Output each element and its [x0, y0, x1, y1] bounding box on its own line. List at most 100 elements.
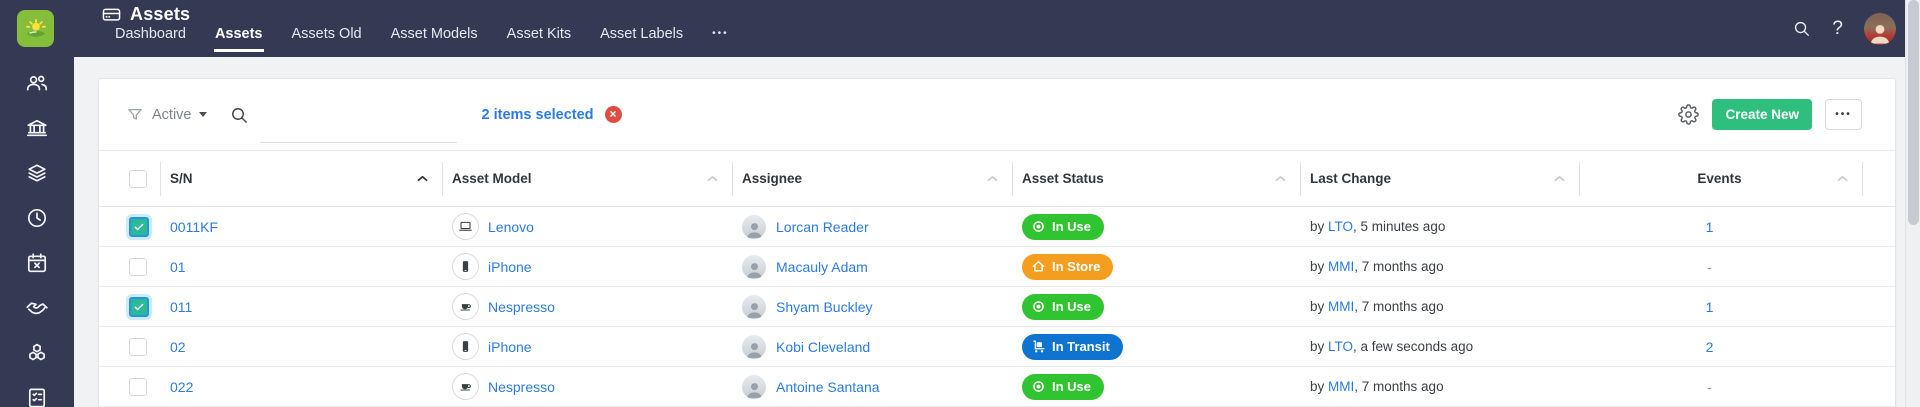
row-select-cell [99, 296, 161, 317]
scrollbar [1905, 0, 1920, 407]
select-all-checkbox[interactable] [129, 169, 147, 188]
row-checkbox[interactable] [129, 257, 147, 276]
change-time: , 5 minutes ago [1353, 219, 1446, 234]
coffee-icon [458, 379, 473, 394]
tab-asset-models[interactable]: Asset Models [390, 26, 478, 42]
sort-chevron-icon[interactable] [1552, 171, 1567, 186]
sn-cell: 022 [161, 379, 443, 395]
clear-selection-icon[interactable]: × [604, 106, 622, 123]
bank-icon[interactable] [25, 116, 49, 140]
checklist-icon[interactable] [25, 386, 49, 407]
row-checkbox[interactable] [129, 337, 147, 356]
sort-chevron-icon[interactable] [705, 171, 720, 186]
sn-link[interactable]: 02 [170, 338, 186, 355]
events-cell: - [1580, 379, 1863, 395]
model-link[interactable]: Lenovo [488, 218, 534, 235]
filter-label: Active [152, 106, 192, 123]
model-link[interactable]: iPhone [488, 338, 532, 355]
model-cell: Nespresso [443, 293, 733, 320]
last-change-cell: by MMI, 7 months ago [1301, 379, 1580, 394]
cart-icon [1031, 339, 1046, 354]
last-change: by MMI, 7 months ago [1310, 379, 1444, 394]
assignee-avatar [742, 334, 766, 359]
column-label: Assignee [742, 171, 803, 186]
more-actions-button[interactable]: ••• [1825, 99, 1862, 130]
change-actor-link[interactable]: MMI [1328, 379, 1355, 394]
tab-more[interactable]: ••• [712, 27, 729, 39]
change-time: , 7 months ago [1354, 299, 1444, 314]
assignee-link[interactable]: Antoine Santana [776, 378, 880, 395]
search-icon[interactable] [1792, 19, 1811, 38]
tab-asset-labels[interactable]: Asset Labels [600, 26, 684, 42]
sn-link[interactable]: 01 [170, 258, 186, 275]
assignee-link[interactable]: Kobi Cleveland [776, 338, 871, 355]
events-link[interactable]: 1 [1705, 218, 1714, 235]
filter-dropdown[interactable]: Active [126, 106, 207, 124]
model-link[interactable]: Nespresso [488, 378, 555, 395]
change-by: by [1310, 379, 1329, 394]
change-by: by [1310, 259, 1329, 274]
model-cell: iPhone [443, 333, 733, 360]
tab-assets[interactable]: Assets [213, 27, 264, 52]
handshake-icon[interactable] [25, 296, 49, 320]
app-logo[interactable] [17, 10, 54, 47]
column-header-assignee[interactable]: Assignee [733, 161, 1013, 196]
change-actor-link[interactable]: MMI [1328, 299, 1355, 314]
model-link[interactable]: iPhone [488, 258, 532, 275]
column-header-s-n[interactable]: S/N [161, 161, 443, 196]
assets-icon [101, 4, 122, 25]
events-link[interactable]: 2 [1705, 338, 1714, 355]
sn-link[interactable]: 0011KF [170, 218, 218, 235]
row-checkbox[interactable] [129, 216, 149, 237]
assets-card: Active 2 items selected × Create New •••… [98, 78, 1896, 407]
sort-chevron-icon[interactable] [1835, 171, 1850, 186]
tab-dashboard[interactable]: Dashboard [115, 26, 186, 42]
change-actor-link[interactable]: LTO [1328, 219, 1354, 234]
change-actor-link[interactable]: LTO [1328, 339, 1354, 354]
model-link[interactable]: Nespresso [488, 298, 555, 315]
column-header-asset-status[interactable]: Asset Status [1013, 161, 1301, 196]
tab-asset-kits[interactable]: Asset Kits [506, 26, 572, 42]
column-header-asset-model[interactable]: Asset Model [443, 161, 733, 196]
clock-icon[interactable] [25, 206, 49, 230]
phone-icon [458, 339, 473, 354]
user-avatar[interactable] [1864, 12, 1896, 45]
row-checkbox[interactable] [129, 377, 147, 396]
change-by: by [1310, 339, 1329, 354]
select-all-cell [99, 161, 161, 196]
status-label: In Use [1052, 379, 1092, 394]
sn-link[interactable]: 022 [170, 378, 194, 395]
model-cell: iPhone [443, 253, 733, 280]
scrollbar-thumb[interactable] [1908, 0, 1919, 225]
layers-icon[interactable] [25, 161, 49, 185]
change-actor-link[interactable]: MMI [1328, 259, 1355, 274]
last-change: by MMI, 7 months ago [1310, 299, 1444, 314]
column-header-events[interactable]: Events [1580, 161, 1863, 196]
calendar-x-icon[interactable] [25, 251, 49, 275]
help-icon[interactable]: ? [1832, 18, 1843, 39]
sort-chevron-icon[interactable] [1273, 171, 1288, 186]
table-search-icon[interactable] [229, 105, 249, 125]
gear-icon[interactable] [1678, 104, 1700, 125]
users-icon[interactable] [25, 71, 49, 95]
assignee-link[interactable]: Lorcan Reader [776, 218, 869, 235]
row-checkbox[interactable] [129, 296, 149, 317]
person-icon [745, 340, 764, 359]
events-cell: 1 [1580, 219, 1863, 235]
search-input[interactable] [259, 112, 457, 143]
last-change: by MMI, 7 months ago [1310, 259, 1444, 274]
tab-assets-old[interactable]: Assets Old [291, 26, 362, 42]
sn-link[interactable]: 011 [170, 298, 193, 315]
cubes-icon[interactable] [25, 341, 49, 365]
assignee-link[interactable]: Shyam Buckley [776, 298, 873, 315]
events-link[interactable]: 1 [1705, 298, 1714, 315]
create-new-button[interactable]: Create New [1712, 99, 1812, 130]
sort-chevron-icon[interactable] [415, 171, 430, 186]
status-label: In Use [1052, 219, 1092, 234]
header-icons: ? [1792, 0, 1896, 57]
column-header-last-change[interactable]: Last Change [1301, 161, 1580, 196]
assignee-link[interactable]: Macauly Adam [776, 258, 868, 275]
person-icon [745, 300, 764, 319]
row-select-cell [99, 337, 161, 356]
sort-chevron-icon[interactable] [985, 171, 1000, 186]
